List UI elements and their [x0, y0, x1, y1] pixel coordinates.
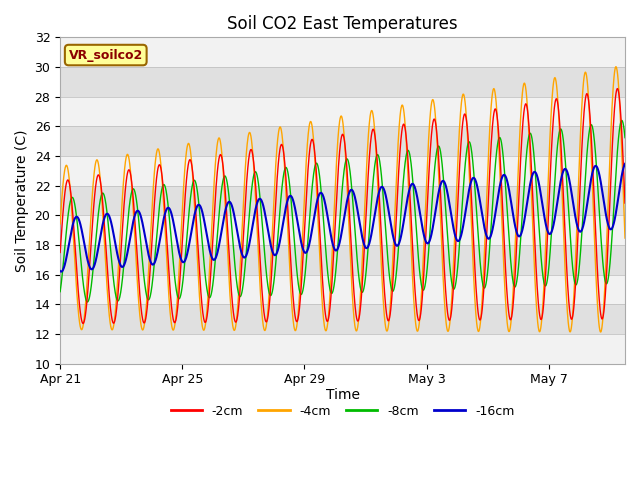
Bar [60, 156, 625, 186]
Legend: -2cm, -4cm, -8cm, -16cm: -2cm, -4cm, -8cm, -16cm [166, 400, 520, 423]
Title: Soil CO2 East Temperatures: Soil CO2 East Temperatures [227, 15, 458, 33]
X-axis label: Time: Time [326, 388, 360, 402]
Bar [60, 334, 625, 364]
Bar [60, 216, 625, 245]
Bar [60, 37, 625, 67]
Text: VR_soilco2: VR_soilco2 [68, 48, 143, 61]
Bar [60, 96, 625, 126]
Y-axis label: Soil Temperature (C): Soil Temperature (C) [15, 129, 29, 272]
Bar [60, 275, 625, 304]
